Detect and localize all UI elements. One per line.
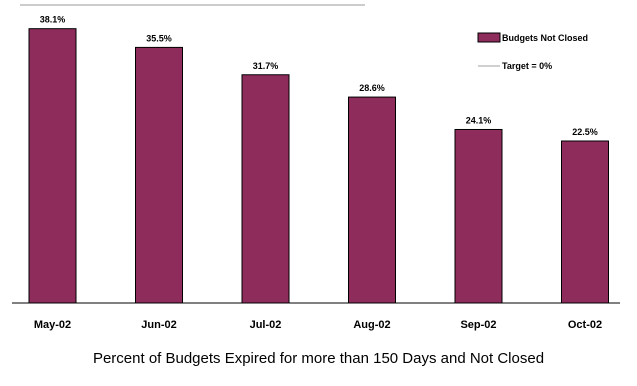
legend: Budgets Not Closed Target = 0% [477, 32, 588, 71]
data-label-jun-02: 35.5% [146, 33, 172, 43]
x-tick-label-may-02: May-02 [34, 319, 71, 331]
legend-swatch-budgets-not-closed [477, 32, 501, 43]
x-tick-label-jun-02: Jun-02 [141, 319, 176, 331]
x-tick-label-jul-02: Jul-02 [250, 319, 282, 331]
legend-label-budgets-not-closed: Budgets Not Closed [502, 33, 588, 43]
bar-jul-02 [241, 74, 290, 304]
chart-caption: Percent of Budgets Expired for more than… [92, 350, 545, 367]
x-tick-label-oct-02: Oct-02 [568, 319, 602, 331]
bar-jun-02 [135, 46, 183, 304]
x-tick-label-aug-02: Aug-02 [353, 319, 390, 331]
bar-aug-02 [348, 96, 396, 304]
bar-oct-02 [561, 140, 609, 304]
x-tick-label-sep-02: Sep-02 [460, 319, 496, 331]
data-label-oct-02: 22.5% [572, 127, 598, 137]
bar-may-02 [28, 28, 77, 304]
data-label-may-02: 38.1% [40, 15, 66, 25]
data-label-aug-02: 28.6% [359, 83, 385, 93]
data-label-jul-02: 31.7% [253, 61, 279, 71]
legend-label-target: Target = 0% [502, 61, 552, 71]
bar-sep-02 [454, 128, 503, 304]
data-label-sep-02: 24.1% [466, 115, 492, 125]
